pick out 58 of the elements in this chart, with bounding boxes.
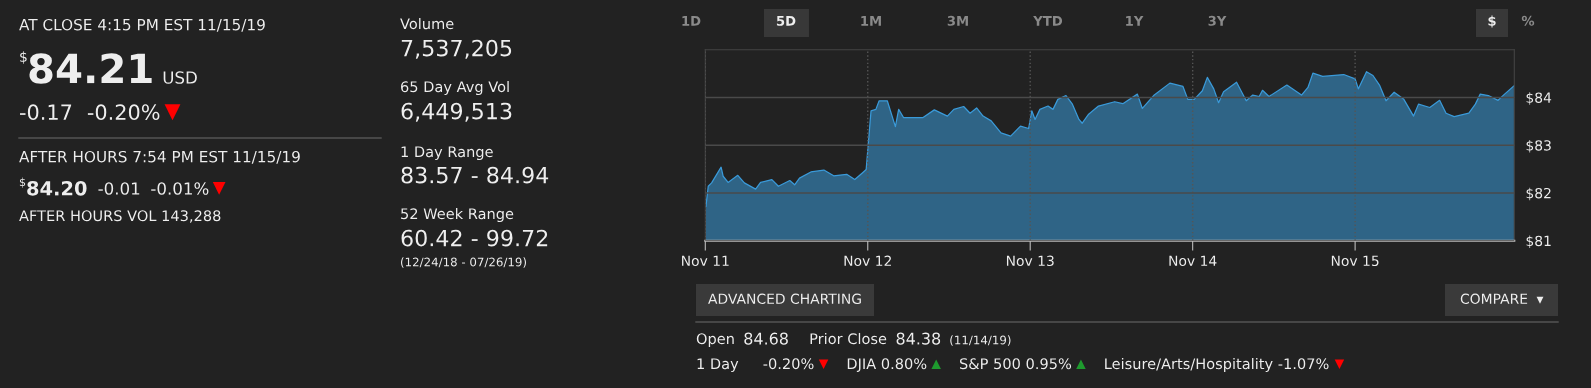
text: ADVANCED CHARTING [708,293,861,305]
x-tick-label: Nov 15 [1331,255,1379,267]
text: -0.01% [151,182,209,195]
text: (12/24/18 - 07/26/19) [401,257,526,268]
x-tick-label: Nov 11 [682,255,729,267]
text: 1 Day Range [401,146,493,161]
text: 84.38 [896,332,941,345]
y-tick-label: $81 [1526,235,1551,249]
text: COMPARE [1460,293,1528,305]
text: 3M [947,15,968,26]
text: $ [1488,15,1496,28]
text: 83.57 - 84.94 [401,166,549,184]
text: 5D [776,16,796,26]
text: (11/14/19) [950,335,1011,346]
text: ▼ [818,359,829,369]
text: 60.42 - 99.72 [401,229,548,247]
text: Leisure/Arts/Hospitality -1.07% [1105,357,1329,373]
y-tick-label: $84 [1526,92,1552,105]
text: 84.20 [27,180,87,196]
text: 1 Day [697,358,739,373]
x-tick-label: Nov 13 [1006,255,1054,267]
text: 65 Day Avg Vol [401,80,509,96]
x-tick-label: Nov 14 [1169,255,1217,267]
text: S&P 500 0.95% [959,358,1072,370]
text: $ [19,177,26,188]
text: ▲ [931,359,941,369]
text: Open [696,333,734,348]
y-tick-label: $83 [1526,139,1551,153]
text: ▼ [212,181,226,195]
text: AFTER HOURS 7:54 PM EST 11/15/19 [19,150,300,164]
text: Volume [400,17,454,30]
text: 1D [682,16,701,26]
text: AFTER HOURS VOL 143,288 [19,210,221,223]
text: % [1521,15,1535,26]
text: 1Y [1126,16,1144,26]
x-tick-label: Nov 12 [844,255,891,267]
text: 52 Week Range [401,207,514,223]
text: -0.01 [98,182,140,195]
text: 1M [861,16,881,26]
text: 84.68 [744,332,788,345]
text: ▼ [1334,359,1345,369]
text: ▲ [1076,359,1086,369]
text: YTD [1033,16,1063,26]
text: 7,537,205 [401,39,512,59]
text: USD [163,71,197,84]
text: -0.20% [87,104,160,121]
y-tick-label: $82 [1526,187,1551,201]
text: AT CLOSE 4:15 PM EST 11/15/19 [19,18,265,32]
text: DJIA 0.80% [847,358,927,372]
text: -0.17 [20,104,72,121]
text: -0.20% [763,358,814,370]
text: Prior Close [810,332,887,345]
text: ▾ [1536,296,1544,304]
text: $ [20,51,27,64]
text: 84.21 [29,53,152,84]
text: 3Y [1208,15,1227,26]
text: 6,449,513 [401,102,512,122]
text: ▼ [164,104,181,121]
